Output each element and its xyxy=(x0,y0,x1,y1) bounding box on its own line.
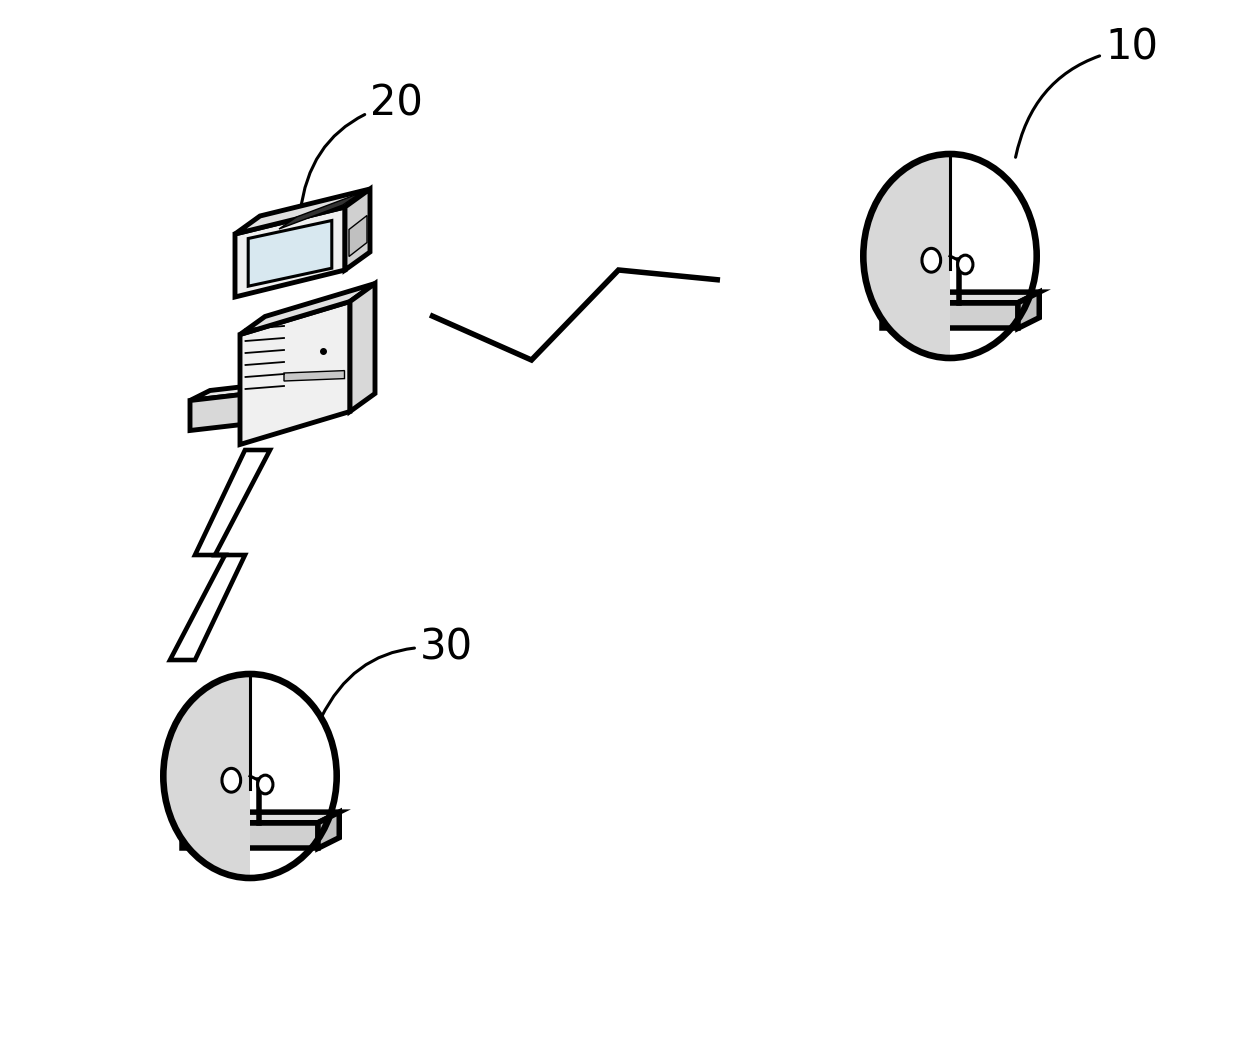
Polygon shape xyxy=(317,812,340,848)
Polygon shape xyxy=(348,215,367,257)
Polygon shape xyxy=(164,674,250,878)
Ellipse shape xyxy=(923,248,941,272)
Polygon shape xyxy=(248,220,332,286)
Polygon shape xyxy=(241,301,350,444)
Text: 20: 20 xyxy=(300,82,423,212)
Polygon shape xyxy=(190,375,340,401)
Ellipse shape xyxy=(957,255,973,273)
Polygon shape xyxy=(236,189,370,234)
Polygon shape xyxy=(182,812,340,823)
Polygon shape xyxy=(863,154,950,358)
Text: 30: 30 xyxy=(321,628,474,718)
Polygon shape xyxy=(882,303,1018,329)
Polygon shape xyxy=(284,371,345,381)
Polygon shape xyxy=(182,823,317,848)
Ellipse shape xyxy=(222,768,241,792)
Polygon shape xyxy=(882,293,1039,303)
Polygon shape xyxy=(236,207,345,297)
Polygon shape xyxy=(279,193,361,229)
Polygon shape xyxy=(1018,293,1039,329)
Polygon shape xyxy=(170,450,270,660)
Polygon shape xyxy=(350,283,374,411)
Polygon shape xyxy=(190,386,320,430)
Polygon shape xyxy=(345,189,370,270)
Text: 10: 10 xyxy=(1016,26,1158,157)
Ellipse shape xyxy=(258,775,273,794)
Polygon shape xyxy=(241,283,374,335)
